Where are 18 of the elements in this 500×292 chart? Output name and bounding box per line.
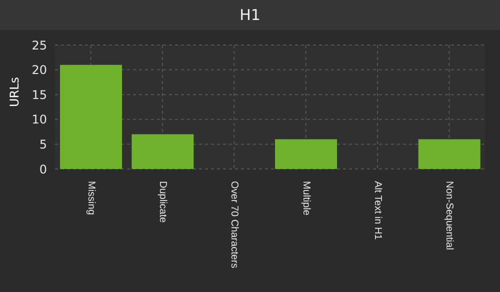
bar [132, 134, 194, 169]
chart-title: H1 [0, 0, 500, 30]
y-tick-label: 5 [39, 137, 47, 152]
x-tick-label: Missing [85, 181, 96, 215]
y-tick-label: 10 [32, 112, 47, 127]
y-tick-label: 15 [32, 88, 47, 102]
x-tick-label: Over 70 Characters [228, 181, 240, 268]
x-tick-label: Multiple [300, 181, 312, 216]
bar [60, 64, 122, 169]
x-tick-label: Duplicate [157, 181, 168, 224]
y-tick-label: 25 [32, 38, 47, 52]
bar [275, 139, 338, 169]
bar [418, 139, 480, 169]
y-tick-label: 20 [32, 63, 47, 78]
x-tick-label: Alt Text in H1 [372, 181, 383, 240]
x-tick-label: Non-Sequential [444, 181, 455, 250]
y-axis-title: URLs [7, 76, 22, 107]
y-tick-label: 0 [39, 162, 47, 176]
